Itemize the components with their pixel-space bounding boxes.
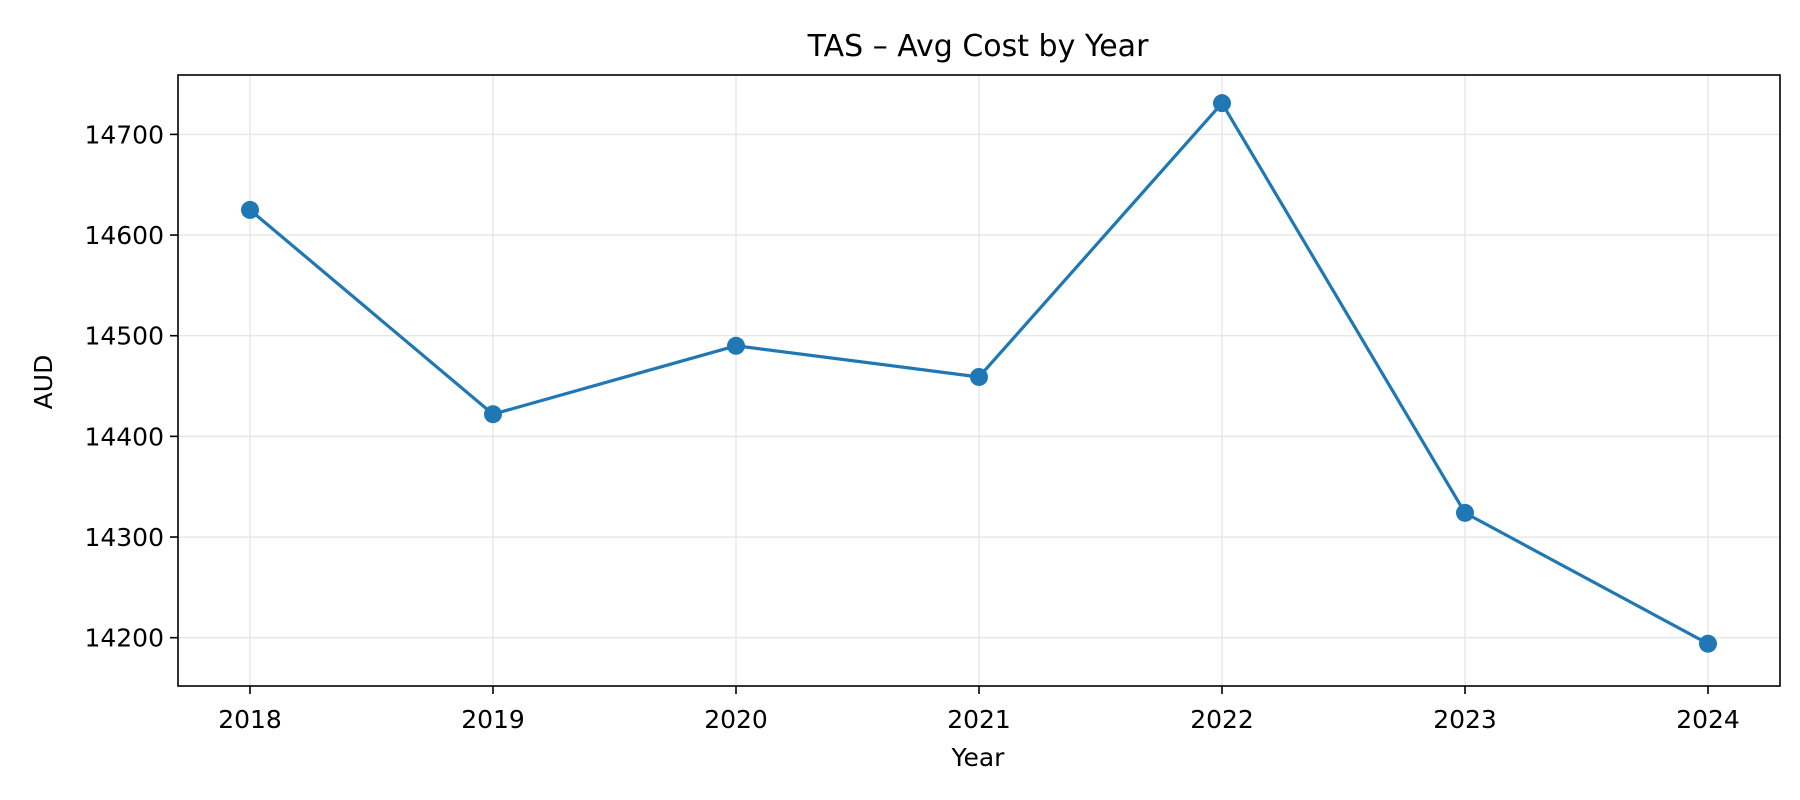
y-tick-label: 14600 — [84, 221, 164, 250]
y-tick-label: 14300 — [84, 523, 164, 552]
x-tick-label: 2018 — [218, 705, 282, 734]
data-point-marker — [727, 336, 745, 355]
series-layer — [241, 94, 1717, 653]
y-tick-label: 14700 — [84, 120, 164, 149]
y-tick-label: 14500 — [84, 322, 164, 351]
x-tick-label: 2023 — [1433, 705, 1497, 734]
x-axis-ticks: 2018 2019 2020 2021 2022 2023 2024 — [218, 686, 1740, 734]
chart-title: TAS – Avg Cost by Year — [807, 29, 1149, 64]
x-tick-label: 2024 — [1676, 705, 1740, 734]
y-axis-ticks: 14200 14300 14400 14500 14600 14700 — [84, 120, 178, 653]
x-tick-label: 2021 — [947, 705, 1011, 734]
x-tick-label: 2022 — [1190, 705, 1254, 734]
x-tick-label: 2019 — [461, 705, 525, 734]
data-point-marker — [484, 405, 502, 424]
data-point-marker — [970, 367, 988, 386]
x-tick-label: 2020 — [704, 705, 768, 734]
x-axis-label: Year — [951, 743, 1006, 772]
y-tick-label: 14400 — [84, 422, 164, 451]
data-point-marker — [1699, 634, 1717, 653]
data-point-marker — [241, 200, 259, 219]
data-point-marker — [1456, 503, 1474, 522]
y-axis-label: AUD — [29, 355, 58, 410]
y-tick-label: 14200 — [84, 624, 164, 653]
grid-layer — [178, 75, 1780, 686]
data-point-marker — [1213, 94, 1231, 113]
